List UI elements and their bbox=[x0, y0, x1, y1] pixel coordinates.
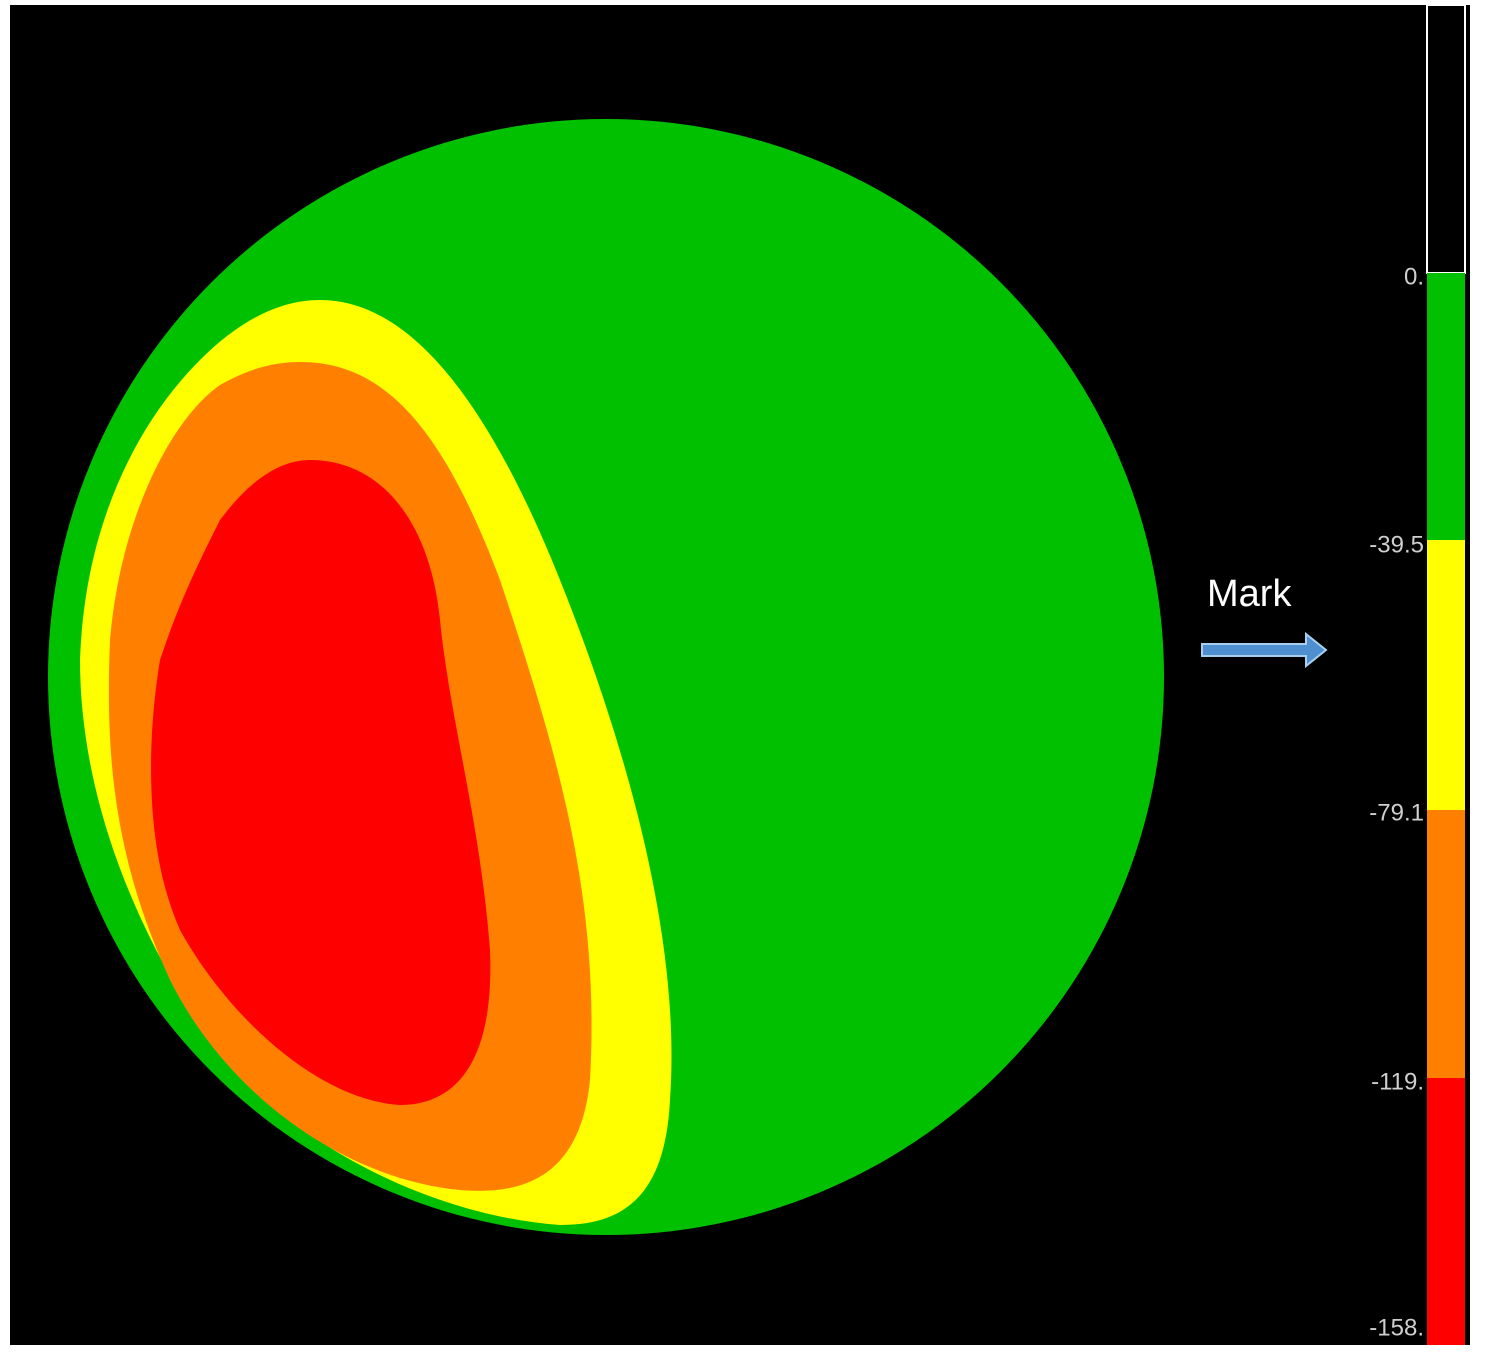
legend-label: -39.5 bbox=[1369, 531, 1424, 558]
legend-band bbox=[1427, 540, 1465, 810]
legend-label: -119. bbox=[1371, 1068, 1424, 1095]
annotation: Mark bbox=[1207, 573, 1292, 615]
legend-band bbox=[1426, 4, 1466, 274]
red-region bbox=[151, 460, 491, 1105]
legend-band bbox=[1427, 1078, 1465, 1345]
legend-label: 0. bbox=[1404, 263, 1424, 290]
legend-label: -158. bbox=[1369, 1314, 1424, 1341]
color-legend: 0. -39.5 -79.1 -119. -158. bbox=[1369, 4, 1466, 1345]
arrow bbox=[1201, 631, 1328, 669]
legend-band bbox=[1427, 810, 1465, 1078]
legend-label: -79.1 bbox=[1369, 799, 1424, 826]
sphere bbox=[48, 119, 1164, 1235]
legend-band bbox=[1427, 273, 1465, 540]
